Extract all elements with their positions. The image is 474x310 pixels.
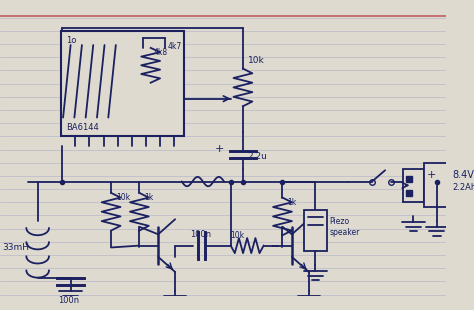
Text: 1o: 1o: [66, 36, 76, 45]
Text: 1k: 1k: [287, 197, 296, 206]
Text: 10k: 10k: [116, 193, 130, 202]
Text: 100n: 100n: [190, 230, 211, 239]
Text: 10k: 10k: [231, 231, 245, 240]
Text: 100n: 100n: [58, 296, 80, 305]
Text: 2.2Ah: 2.2Ah: [452, 184, 474, 193]
Bar: [304, 210, 327, 251]
Text: 10k: 10k: [247, 56, 264, 65]
Bar: [61, 31, 183, 136]
Text: 4k8: 4k8: [154, 48, 168, 57]
Bar: [424, 163, 450, 207]
Text: +: +: [427, 170, 436, 180]
Bar: [403, 169, 424, 202]
Text: Piezo
speaker: Piezo speaker: [329, 217, 360, 237]
Text: BA6144: BA6144: [66, 123, 99, 132]
Text: +: +: [215, 144, 224, 154]
Text: 1k: 1k: [144, 193, 153, 202]
Text: 8.4V: 8.4V: [452, 170, 474, 180]
Text: 33mH: 33mH: [2, 243, 29, 252]
Text: 4k7: 4k7: [168, 42, 182, 51]
Text: 2.2u: 2.2u: [247, 153, 267, 162]
